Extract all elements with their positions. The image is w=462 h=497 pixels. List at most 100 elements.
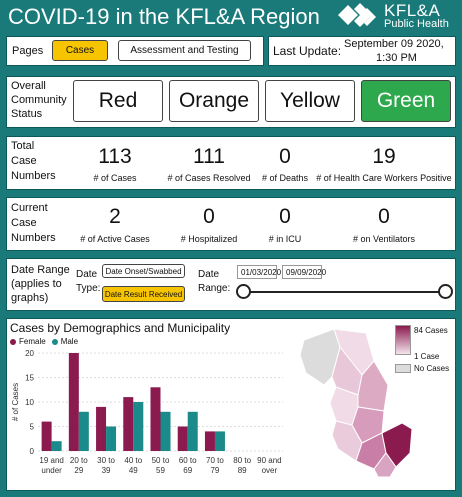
y-tick-label: 20 xyxy=(25,349,34,358)
bar-female xyxy=(96,406,107,451)
x-tick-label: over xyxy=(262,466,278,475)
x-tick-label: 89 xyxy=(238,466,247,475)
date-result-received-button[interactable]: Date Result Received xyxy=(102,286,185,302)
date-type-label-2: Type: xyxy=(76,283,101,294)
end-date-input[interactable]: 09/09/2020 xyxy=(282,265,326,279)
x-tick-label: 30 to xyxy=(97,456,115,465)
hcw-positive-value: 19 xyxy=(372,145,396,168)
active-cases-caption: # of Active Cases xyxy=(80,234,150,244)
legend-male-label: Male xyxy=(60,337,79,346)
bar-male xyxy=(78,411,89,451)
current-label-1: Current xyxy=(11,202,48,214)
x-tick-label: 29 xyxy=(74,466,83,475)
deaths-value: 0 xyxy=(279,145,291,168)
bar-male xyxy=(51,441,62,451)
x-tick-label: 50 to xyxy=(152,456,170,465)
total-cases-caption: # of Cases xyxy=(93,173,137,183)
status-red: Red xyxy=(73,80,163,122)
current-case-numbers-panel xyxy=(6,197,456,251)
page-title: COVID-19 in the KFL&A Region xyxy=(8,4,320,29)
x-tick-label: 69 xyxy=(183,466,192,475)
date-range-label-3: graphs) xyxy=(11,292,49,304)
totals-label-3: Numbers xyxy=(11,170,56,182)
totals-label-2: Case xyxy=(11,155,37,167)
kfla-logo: KFL&A Public Health xyxy=(336,1,460,32)
tab-cases[interactable]: Cases xyxy=(52,40,108,61)
current-label-2: Case xyxy=(11,217,37,229)
x-tick-label: 19 and xyxy=(39,456,63,465)
legend-female-label: Female xyxy=(19,337,46,346)
x-tick-label: 59 xyxy=(156,466,165,475)
chart-legend: Female Male xyxy=(10,337,78,346)
total-case-numbers-panel xyxy=(6,136,456,190)
bar-female xyxy=(177,426,188,451)
bar-female xyxy=(123,397,134,451)
y-tick-label: 10 xyxy=(25,398,34,407)
map-legend-max-label: 84 Cases xyxy=(414,326,448,335)
bar-female xyxy=(68,353,79,451)
bar-male xyxy=(187,411,198,451)
hcw-positive-caption: # of Health Care Workers Positive xyxy=(316,173,452,183)
cases-resolved-value: 111 xyxy=(193,145,225,168)
bar-male xyxy=(160,411,171,451)
x-tick-label: 80 to xyxy=(233,456,251,465)
date-range-end-handle[interactable] xyxy=(438,284,453,299)
date-range-slider-track[interactable] xyxy=(244,291,444,293)
totals-label-1: Total xyxy=(11,140,35,152)
date-range-label-1: Date Range xyxy=(11,264,70,276)
last-update-date: September 09 2020, xyxy=(344,38,444,50)
x-tick-label: 70 to xyxy=(206,456,224,465)
x-tick-label: 90 and xyxy=(257,456,281,465)
status-yellow: Yellow xyxy=(265,80,355,122)
legend-female-swatch xyxy=(10,338,16,345)
pages-label: Pages xyxy=(12,45,44,57)
total-cases-value: 113 xyxy=(98,145,132,168)
date-filter-panel xyxy=(6,258,456,311)
icu-value: 0 xyxy=(279,205,291,228)
date-onset-swabbed-button[interactable]: Date Onset/Swabbed xyxy=(102,264,185,278)
status-orange: Orange xyxy=(169,80,259,122)
status-label-2: Community xyxy=(11,94,67,106)
bar-male xyxy=(214,431,225,451)
last-update-time: 1:30 PM xyxy=(376,52,417,64)
chart-title: Cases by Demographics and Municipality xyxy=(10,321,231,335)
bar-male xyxy=(106,426,117,451)
logo-subtitle: Public Health xyxy=(384,18,449,30)
x-tick-label: 39 xyxy=(102,466,111,475)
date-range-start-handle[interactable] xyxy=(236,284,251,299)
logo-name: KFL&A xyxy=(384,1,441,20)
bar-female xyxy=(150,387,161,451)
status-green: Green xyxy=(361,80,451,122)
hospitalized-caption: # Hospitalized xyxy=(180,234,238,244)
map-legend-none-label: No Cases xyxy=(414,364,450,373)
ventilators-value: 0 xyxy=(378,205,390,228)
last-update-panel xyxy=(268,36,456,66)
x-tick-label: 49 xyxy=(129,466,138,475)
y-tick-label: 0 xyxy=(30,447,35,456)
bar-female xyxy=(41,421,52,451)
status-label-3: Status xyxy=(11,108,43,120)
municipality-map xyxy=(299,328,413,478)
current-label-3: Numbers xyxy=(11,232,56,244)
x-tick-label: 60 to xyxy=(179,456,197,465)
y-tick-label: 15 xyxy=(25,374,34,383)
map-legend-gradient xyxy=(395,325,411,355)
x-tick-label: under xyxy=(41,466,62,475)
bar-male xyxy=(133,402,144,451)
bar-female xyxy=(204,431,215,451)
legend-male-swatch xyxy=(51,338,58,345)
x-tick-label: 20 to xyxy=(70,456,88,465)
cases-resolved-caption: # of Cases Resolved xyxy=(167,173,251,183)
map-legend-min-label: 1 Case xyxy=(414,352,440,361)
active-cases-value: 2 xyxy=(109,205,121,228)
y-tick-label: 5 xyxy=(30,423,35,432)
tab-assessment-testing[interactable]: Assessment and Testing xyxy=(118,40,251,61)
deaths-caption: # of Deaths xyxy=(261,173,309,183)
last-update-label: Last Update: xyxy=(273,44,342,58)
x-tick-label: 40 to xyxy=(124,456,142,465)
status-label-1: Overall xyxy=(11,80,46,92)
map-legend-none-swatch xyxy=(395,364,411,373)
start-date-input[interactable]: 01/03/2020 xyxy=(237,265,281,279)
ventilators-caption: # on Ventilators xyxy=(352,234,416,244)
